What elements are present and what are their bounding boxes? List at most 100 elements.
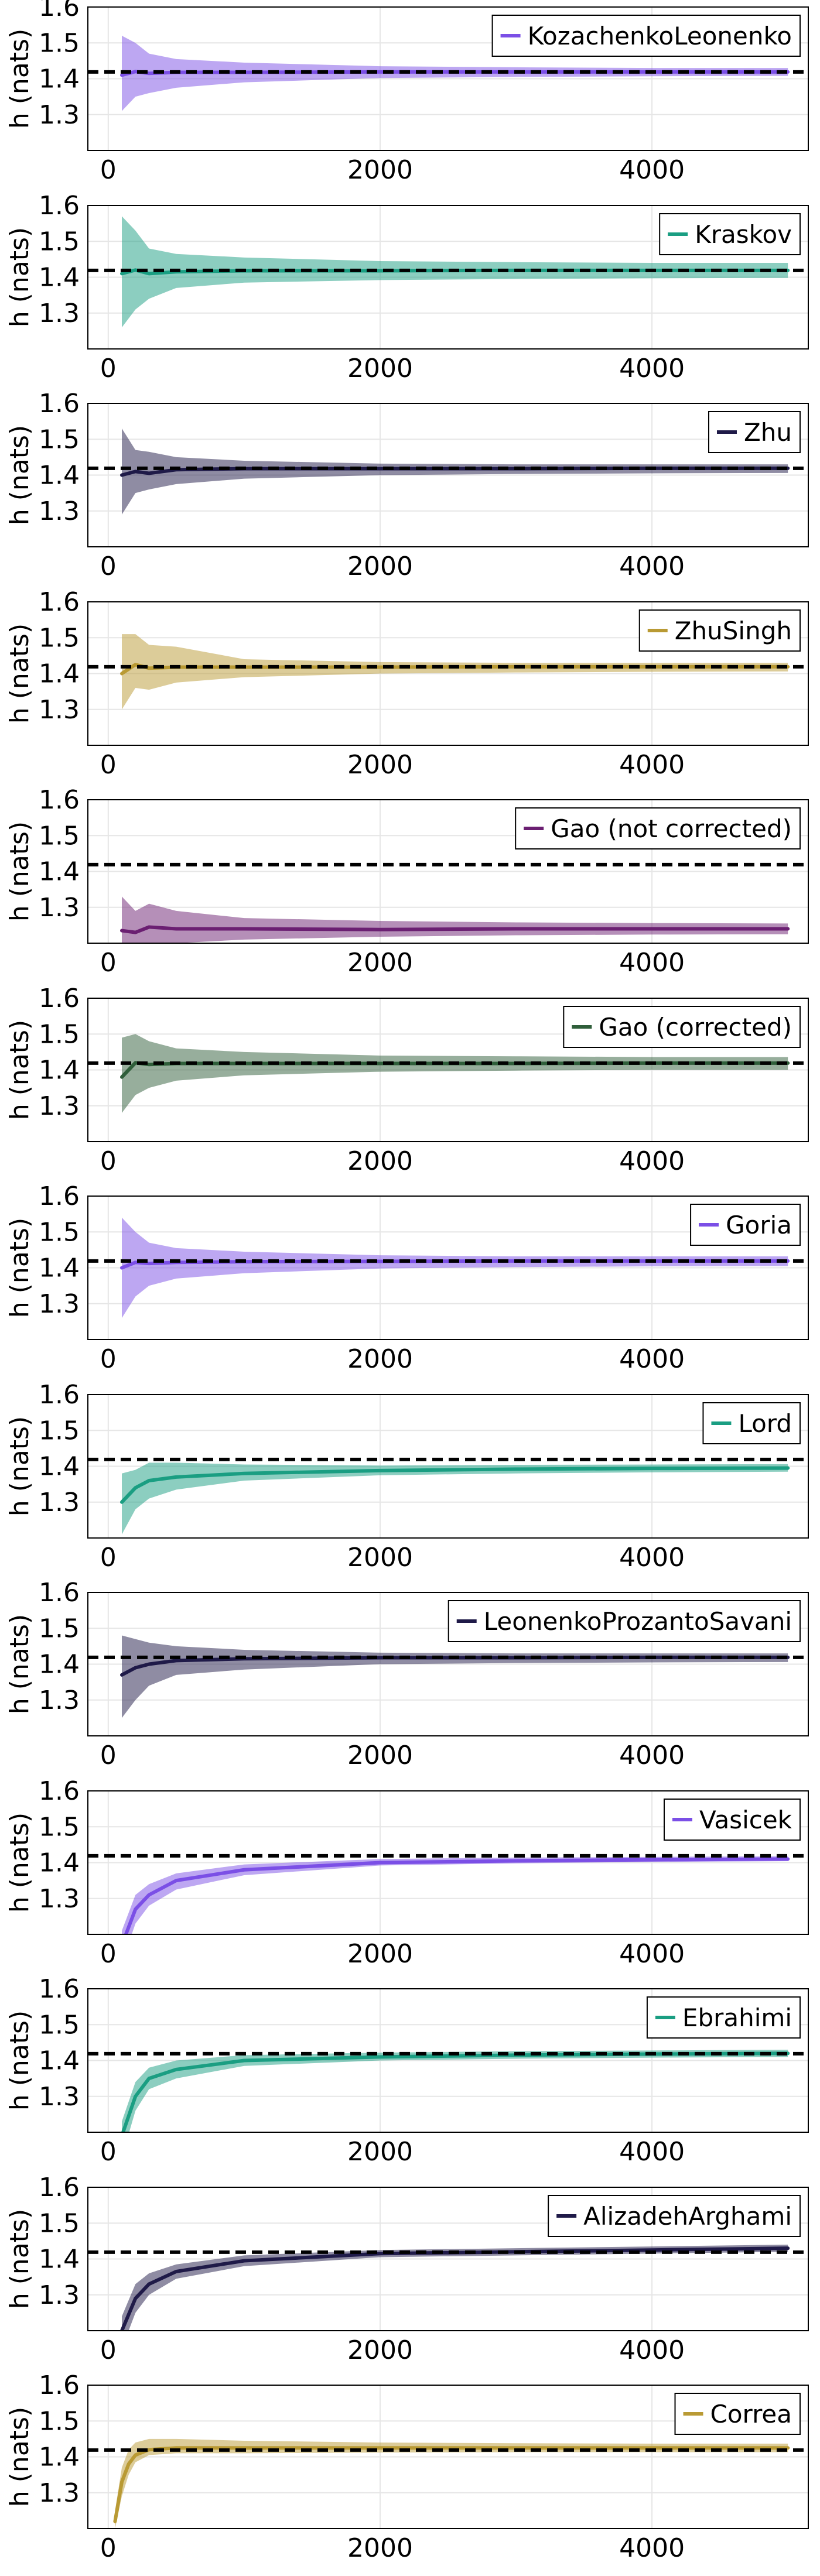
plot-area bbox=[88, 2438, 808, 2529]
y-tick-label: 1.3 bbox=[39, 1091, 80, 1121]
y-tick-label: 1.5 bbox=[39, 28, 80, 58]
x-tick-label: 2000 bbox=[347, 2533, 413, 2563]
plot-area bbox=[88, 36, 808, 111]
y-tick-label: 1.5 bbox=[39, 1019, 80, 1049]
y-tick-label: 1.5 bbox=[39, 227, 80, 256]
axes-frame bbox=[87, 6, 809, 151]
x-tick-label: 2000 bbox=[347, 2137, 413, 2167]
x-tick-label: 0 bbox=[100, 1344, 117, 1374]
legend: Correa bbox=[674, 2393, 801, 2435]
y-tick-label: 1.3 bbox=[39, 100, 80, 130]
y-tick-label: 1.6 bbox=[39, 191, 80, 221]
plot-area bbox=[88, 1635, 808, 1718]
axes-frame bbox=[87, 998, 809, 1142]
legend: Zhu bbox=[708, 411, 801, 453]
x-tick-label: 4000 bbox=[619, 2533, 685, 2563]
panel-1: 1.3 1.4 1.5 1.6 0 2000 4000 h (nats) KozachenkoL… bbox=[5, 0, 809, 185]
legend-box bbox=[447, 1600, 801, 1642]
mean-line bbox=[120, 1466, 790, 1504]
x-tick-label: 2000 bbox=[347, 551, 413, 581]
y-axis-label: h (nats) bbox=[5, 1813, 35, 1913]
x-tick-label: 0 bbox=[100, 750, 117, 780]
axes-frame bbox=[87, 601, 809, 746]
y-axis-label: h (nats) bbox=[5, 425, 35, 525]
panel-6: 1.3 1.4 1.5 1.6 0 2000 4000 h (nats) Gao (correc… bbox=[5, 984, 809, 1176]
y-axis-label: h (nats) bbox=[5, 821, 35, 922]
axes-frame bbox=[87, 1592, 809, 1736]
x-tick-label: 0 bbox=[100, 948, 117, 978]
legend-label: LeonenkoProzantoSavani bbox=[484, 1607, 792, 1636]
x-tick-label: 0 bbox=[100, 2137, 117, 2167]
plot-area bbox=[88, 634, 808, 710]
y-tick-label: 1.6 bbox=[39, 2173, 80, 2202]
mean-line bbox=[120, 925, 790, 934]
plot-area bbox=[88, 1034, 808, 1113]
axes-frame bbox=[87, 403, 809, 547]
x-tick-label: 4000 bbox=[619, 1741, 685, 1770]
x-tick-label: 2000 bbox=[347, 948, 413, 978]
legend-box bbox=[563, 1006, 801, 1048]
y-tick-label: 1.6 bbox=[39, 587, 80, 617]
x-tick-label: 2000 bbox=[347, 1146, 413, 1176]
y-tick-label: 1.6 bbox=[39, 1181, 80, 1211]
y-axis-label: h (nats) bbox=[5, 2407, 35, 2507]
x-tick-label: 4000 bbox=[619, 155, 685, 185]
x-tick-label: 0 bbox=[100, 354, 117, 383]
axes-frame bbox=[87, 205, 809, 350]
confidence-band bbox=[115, 2438, 788, 2529]
y-tick-label: 1.3 bbox=[39, 1884, 80, 1914]
confidence-band bbox=[122, 1635, 788, 1718]
y-tick-label: 1.6 bbox=[39, 2371, 80, 2400]
confidence-band bbox=[122, 2245, 788, 2331]
x-tick-label: 0 bbox=[100, 1741, 117, 1770]
x-tick-label: 2000 bbox=[347, 155, 413, 185]
axes-frame bbox=[87, 1790, 809, 1935]
legend: Gao (not corrected) bbox=[515, 807, 801, 849]
y-tick-label: 1.6 bbox=[39, 1974, 80, 2004]
axes-frame bbox=[87, 2385, 809, 2529]
x-tick-label: 2000 bbox=[347, 1939, 413, 1969]
y-tick-label: 1.4 bbox=[39, 1452, 80, 1482]
y-tick-label: 1.3 bbox=[39, 496, 80, 526]
plot-area bbox=[88, 1854, 808, 1934]
legend-label: AlizadehArghami bbox=[583, 2202, 792, 2231]
y-tick-label: 1.4 bbox=[39, 263, 80, 293]
legend: AlizadehArghami bbox=[548, 2195, 801, 2237]
y-axis-label: h (nats) bbox=[5, 227, 35, 327]
x-tick-label: 0 bbox=[100, 551, 117, 581]
legend: Kraskov bbox=[659, 213, 801, 255]
y-tick-label: 1.4 bbox=[39, 659, 80, 689]
y-tick-label: 1.5 bbox=[39, 1614, 80, 1643]
legend-label: Lord bbox=[738, 1409, 792, 1438]
legend-label: Ebrahimi bbox=[682, 2003, 792, 2032]
legend-label: KozachenkoLeonenko bbox=[528, 22, 792, 50]
plot-area bbox=[88, 428, 808, 515]
x-tick-label: 0 bbox=[100, 155, 117, 185]
plot-area bbox=[88, 2245, 808, 2331]
plot-area bbox=[88, 1457, 808, 1534]
x-tick-label: 4000 bbox=[619, 1543, 685, 1573]
panel-4: 1.3 1.4 1.5 1.6 0 2000 4000 h (nats) ZhuSingh bbox=[5, 587, 809, 780]
legend-label: Vasicek bbox=[699, 1806, 792, 1834]
y-tick-label: 1.6 bbox=[39, 389, 80, 419]
x-tick-label: 0 bbox=[100, 2533, 117, 2563]
x-tick-label: 4000 bbox=[619, 2137, 685, 2167]
y-tick-label: 1.4 bbox=[39, 1848, 80, 1878]
confidence-band bbox=[122, 1217, 788, 1318]
x-tick-label: 2000 bbox=[347, 2335, 413, 2365]
y-tick-label: 1.4 bbox=[39, 2443, 80, 2472]
legend-label: Goria bbox=[726, 1211, 792, 1239]
x-tick-label: 4000 bbox=[619, 1939, 685, 1969]
y-axis-label: h (nats) bbox=[5, 2209, 35, 2309]
axes-frame bbox=[87, 1988, 809, 2133]
legend-label: Zhu bbox=[744, 418, 792, 447]
legend-label: ZhuSingh bbox=[675, 616, 792, 645]
y-tick-label: 1.3 bbox=[39, 2280, 80, 2310]
x-tick-label: 4000 bbox=[619, 750, 685, 780]
y-axis-label: h (nats) bbox=[5, 1218, 35, 1318]
x-tick-label: 4000 bbox=[619, 1344, 685, 1374]
confidence-band bbox=[122, 896, 788, 943]
panel-5: 1.3 1.4 1.5 1.6 0 2000 4000 h (nats) Gao (not co… bbox=[5, 785, 809, 978]
legend: Ebrahimi bbox=[646, 1996, 801, 2039]
